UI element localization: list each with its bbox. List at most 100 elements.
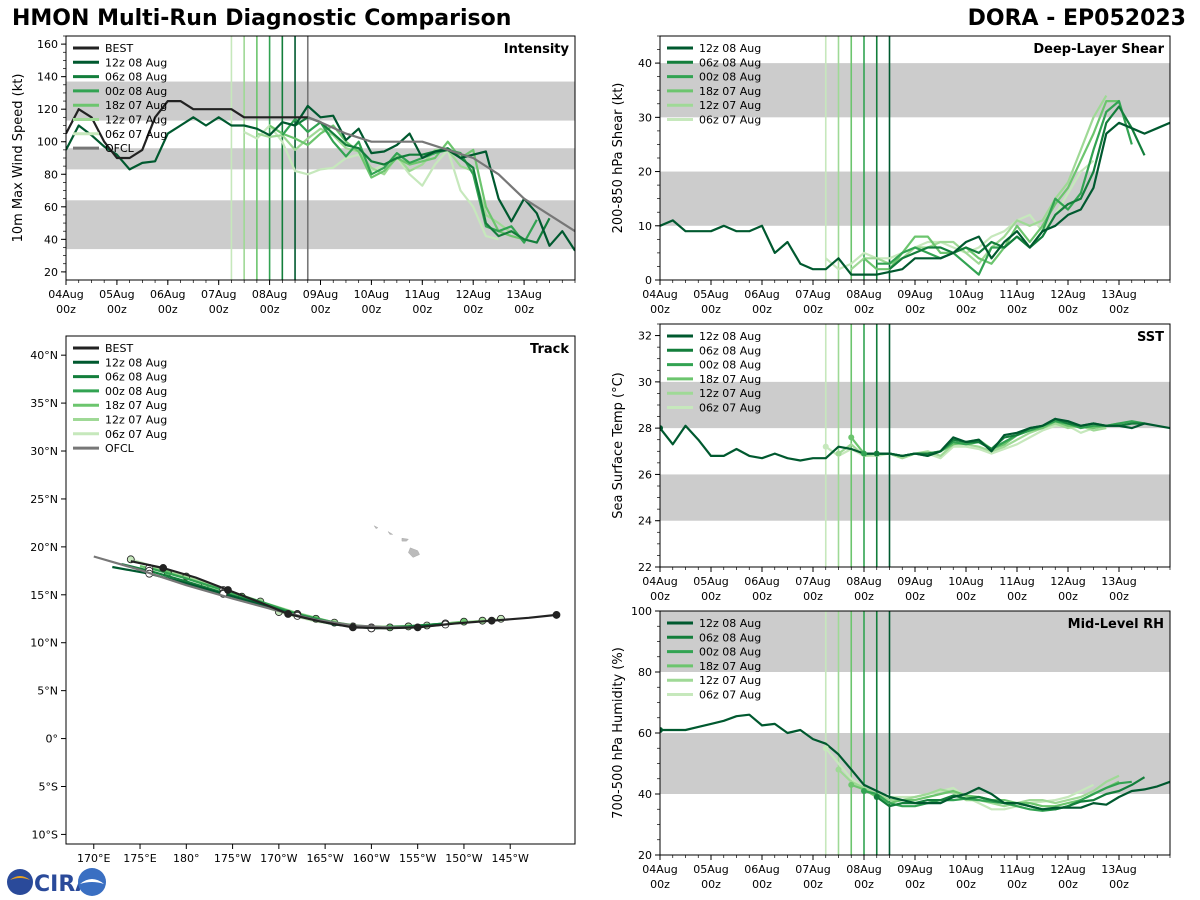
legend-label: 06z 07 Aug bbox=[699, 114, 761, 127]
x-tick-label: 07Aug bbox=[795, 288, 830, 301]
y-tick-label: 30 bbox=[638, 111, 652, 124]
x-tick-label: 09Aug bbox=[897, 288, 932, 301]
init-point bbox=[822, 443, 829, 450]
x-tick-label: 11Aug bbox=[999, 863, 1034, 876]
panel-shear: 0 10 20 30 40 04Aug 00z 05Aug 00z 06Aug 00z 07Aug 00… bbox=[611, 35, 1171, 316]
x-tick-label: 07Aug bbox=[795, 575, 830, 588]
init-point bbox=[873, 450, 880, 457]
shaded-band bbox=[660, 381, 1170, 429]
x-tick-label: 00z bbox=[650, 878, 670, 891]
series-line-06z-07-aug bbox=[243, 124, 499, 241]
y-tick-label: 100 bbox=[631, 605, 652, 618]
legend-label: 12z 07 Aug bbox=[105, 114, 167, 127]
x-tick-label: 08Aug bbox=[846, 288, 881, 301]
x-tick-label: 175°W bbox=[214, 852, 251, 865]
x-tick-label: 04Aug bbox=[642, 575, 677, 588]
panel-frame bbox=[65, 335, 576, 845]
x-tick-label: 12Aug bbox=[455, 288, 490, 301]
shaded-band bbox=[66, 148, 575, 170]
y-tick-label: 20 bbox=[638, 166, 652, 179]
x-tick-label: 00z bbox=[854, 878, 874, 891]
y-tick-label: 120 bbox=[37, 103, 58, 116]
y-tick-label: 20°N bbox=[30, 541, 58, 554]
init-point bbox=[848, 781, 855, 788]
x-tick-label: 10Aug bbox=[948, 288, 983, 301]
y-tick-label: 100 bbox=[37, 136, 58, 149]
x-tick-label: 00z bbox=[803, 303, 823, 316]
island-kauai bbox=[373, 525, 379, 529]
y-tick-label: 5°S bbox=[39, 780, 58, 793]
x-tick-label: 06Aug bbox=[744, 575, 779, 588]
x-tick-label: 175°E bbox=[123, 852, 156, 865]
x-tick-label: 04Aug bbox=[642, 288, 677, 301]
series-line-best bbox=[66, 99, 308, 160]
x-tick-label: 11Aug bbox=[405, 288, 440, 301]
cira-logo: CIRA bbox=[7, 868, 106, 897]
plot-area bbox=[66, 36, 575, 280]
y-axis-label: Sea Surface Temp (°C) bbox=[611, 372, 626, 519]
x-tick-label: 145°W bbox=[492, 852, 529, 865]
panel-title: Deep-Layer Shear bbox=[1033, 42, 1164, 57]
legend-label: 12z 08 Aug bbox=[699, 42, 761, 55]
x-tick-label: 09Aug bbox=[897, 863, 932, 876]
y-tick-label: 20 bbox=[638, 849, 652, 862]
x-tick-label: 00z bbox=[854, 303, 874, 316]
legend-label: BEST bbox=[105, 342, 133, 355]
y-tick-label: 40 bbox=[638, 57, 652, 70]
legend-label: 06z 08 Aug bbox=[105, 371, 167, 384]
x-tick-label: 00z bbox=[514, 303, 534, 316]
x-tick-label: 13Aug bbox=[1101, 288, 1136, 301]
x-tick-label: 00z bbox=[362, 303, 382, 316]
x-tick-label: 00z bbox=[650, 303, 670, 316]
island-oahu bbox=[387, 531, 394, 535]
x-tick-label: 160°W bbox=[353, 852, 390, 865]
legend-label: 12z 07 Aug bbox=[699, 99, 761, 112]
x-tick-label: 00z bbox=[158, 303, 178, 316]
y-tick-label: 24 bbox=[638, 515, 652, 528]
panel-sst: 22 24 26 28 30 32 04Aug 00z 05Aug 00z 06Aug 00z 07Au… bbox=[611, 323, 1171, 603]
shaded-band bbox=[660, 474, 1170, 521]
panel-track: 10°S 5°S 0° 5°N 10°N 15°N 20°N 25°N 30°N 35°N 40°N… bbox=[30, 335, 576, 865]
legend-label: 18z 07 Aug bbox=[105, 99, 167, 112]
y-tick-label: 60 bbox=[638, 727, 652, 740]
track-point bbox=[552, 611, 561, 619]
cira-globe-icon bbox=[7, 869, 33, 895]
y-tick-label: 60 bbox=[44, 201, 58, 214]
x-tick-label: 00z bbox=[905, 590, 925, 603]
y-tick-label: 28 bbox=[638, 422, 652, 435]
legend-label: 18z 07 Aug bbox=[699, 660, 761, 673]
x-tick-label: 00z bbox=[650, 590, 670, 603]
legend-label: 18z 07 Aug bbox=[105, 399, 167, 412]
legend-label: OFCL bbox=[105, 442, 135, 455]
plot-area bbox=[660, 611, 1170, 855]
shaded-band bbox=[660, 63, 1170, 118]
x-tick-label: 00z bbox=[803, 878, 823, 891]
x-tick-label: 07Aug bbox=[201, 288, 236, 301]
y-tick-label: 20 bbox=[44, 266, 58, 279]
legend-label: 00z 08 Aug bbox=[699, 646, 761, 659]
plot-area bbox=[660, 36, 1170, 280]
init-point bbox=[660, 425, 663, 432]
x-tick-label: 00z bbox=[463, 303, 483, 316]
legend-label: 00z 08 Aug bbox=[105, 385, 167, 398]
x-tick-label: 09Aug bbox=[897, 575, 932, 588]
cira-swirl-icon bbox=[10, 876, 30, 880]
track-point bbox=[487, 616, 496, 625]
x-tick-label: 06Aug bbox=[744, 288, 779, 301]
x-tick-label: 10Aug bbox=[948, 863, 983, 876]
panel-title: SST bbox=[1137, 330, 1164, 345]
x-tick-label: 00z bbox=[701, 590, 721, 603]
shaded-band bbox=[66, 200, 575, 250]
track-point bbox=[159, 564, 168, 572]
x-tick-label: 06Aug bbox=[744, 863, 779, 876]
x-tick-label: 05Aug bbox=[693, 575, 728, 588]
island-hawaii bbox=[408, 547, 420, 558]
x-tick-label: 10Aug bbox=[948, 575, 983, 588]
series-line-12z-08-aug bbox=[660, 713, 1170, 811]
legend-label: 06z 08 Aug bbox=[699, 344, 761, 357]
x-tick-label: 00z bbox=[1058, 303, 1078, 316]
legend-label: 06z 08 Aug bbox=[105, 71, 167, 84]
series-line-ofcl bbox=[307, 116, 575, 233]
